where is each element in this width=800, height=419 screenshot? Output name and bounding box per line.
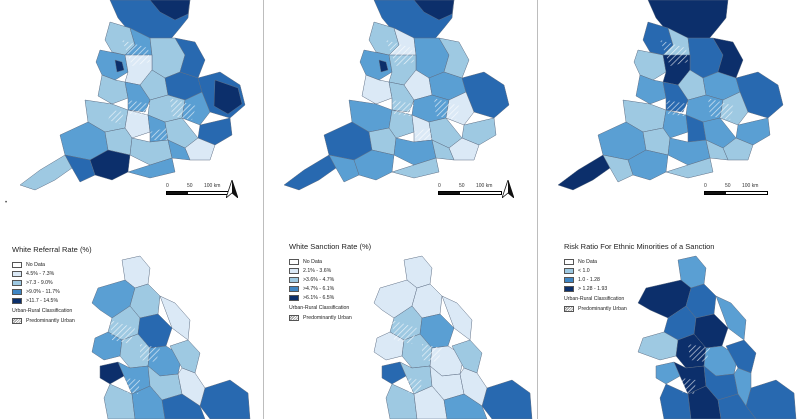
legend-swatch [564,285,574,292]
map-white-sanction-bottom [373,255,533,419]
legend-label: Predominantly Urban [303,314,352,321]
legend-item: >6.1% - 6.5% [289,293,371,302]
legend-item: >7.3 - 9.0% [12,278,92,287]
legend-label: >6.1% - 6.5% [303,294,335,301]
legend-swatch [12,261,22,268]
legend-swatch [564,276,574,283]
legend-label: No Data [26,261,46,268]
legend-swatch [564,267,574,274]
legend-label: >11.7 - 14.5% [26,297,59,304]
legend-label: >3.6% - 4.7% [303,276,335,283]
scale-tick-100: 100 km [476,183,493,189]
legend-label: No Data [303,258,323,265]
legend-swatch [564,258,574,265]
legend-item: Predominantly Urban [564,304,714,313]
north-arrow-icon [502,180,514,198]
legend-title: White Sanction Rate (%) [289,242,372,251]
legend-item: > 1.28 - 1.93 [564,284,714,293]
scale-bar: 0 50 100 km [166,183,230,195]
panel-divider [263,0,264,419]
legend-label: > 1.28 - 1.93 [578,285,608,292]
legend-swatch [289,276,299,283]
legend-title: Risk Ratio For Ethnic Minorities of a Sa… [564,242,715,251]
scale-tick-50: 50 [459,183,465,189]
legend-swatch [12,297,22,304]
legend-label: 2.1% - 3.6% [303,267,332,274]
legend-label: < 1.0 [578,267,590,274]
legend-item: >9.0% - 11.7% [12,287,92,296]
map-dot-mark: • [5,200,8,206]
map-white-referral-bottom [91,255,251,419]
scale-bar: 0 50 100 km [704,183,768,195]
legend-item: Predominantly Urban [12,316,92,325]
panel-divider [537,0,538,419]
legend-label: >9.0% - 11.7% [26,288,60,295]
legend-label: No Data [578,258,598,265]
legend-item: >4.7% - 6.1% [289,284,371,293]
legend-item: Predominantly Urban [289,313,371,322]
scale-tick-100: 100 km [204,183,221,189]
legend-label: 4.5% - 7.3% [26,270,55,277]
legend-item: No Data [289,257,371,266]
legend-swatch [12,270,22,277]
legend-swatch [289,258,299,265]
hatch-swatch [12,317,22,324]
scale-bar: 0 50 100 km [438,183,502,195]
scale-tick-0: 0 [704,183,707,189]
scale-tick-0: 0 [166,183,169,189]
scale-tick-100: 100 km [742,183,759,189]
north-arrow-icon [226,180,238,198]
legend-item: No Data [12,260,92,269]
scale-tick-50: 50 [187,183,193,189]
scale-tick-0: 0 [438,183,441,189]
legend-label: Predominantly Urban [578,305,627,312]
legend-item: >11.7 - 14.5% [12,296,92,305]
map-risk-ratio-bottom [637,255,797,419]
scale-tick-50: 50 [725,183,731,189]
legend-item: No Data [564,257,714,266]
legend-item: < 1.0 [564,266,714,275]
hatch-swatch [564,305,574,312]
legend-label: 1.0 - 1.28 [578,276,600,283]
legend-swatch [289,267,299,274]
legend-item: 2.1% - 3.6% [289,266,371,275]
legend-swatch [289,294,299,301]
legend-swatch [12,288,22,295]
legend-subtitle: Urban-Rural Classification [564,296,625,302]
legend-white-referral: White Referral Rate (%) No Data 4.5% - 7… [12,245,92,325]
legend-subtitle: Urban-Rural Classification [12,308,73,314]
map-risk-ratio-top [557,0,784,191]
legend-label: >7.3 - 9.0% [26,279,53,286]
legend-item: >3.6% - 4.7% [289,275,371,284]
legend-label: Predominantly Urban [26,317,75,324]
legend-swatch [12,279,22,286]
legend-title: White Referral Rate (%) [12,245,92,254]
legend-risk-ratio: Risk Ratio For Ethnic Minorities of a Sa… [564,242,714,313]
legend-swatch [289,285,299,292]
hatch-swatch [289,314,299,321]
legend-white-sanction: White Sanction Rate (%) No Data 2.1% - 3… [289,242,371,322]
legend-item: 1.0 - 1.28 [564,275,714,284]
legend-item: 4.5% - 7.3% [12,269,92,278]
legend-label: >4.7% - 6.1% [303,285,335,292]
map-white-referral-top [19,0,246,191]
legend-subtitle: Urban-Rural Classification [289,305,350,311]
map-white-sanction-top [283,0,510,191]
